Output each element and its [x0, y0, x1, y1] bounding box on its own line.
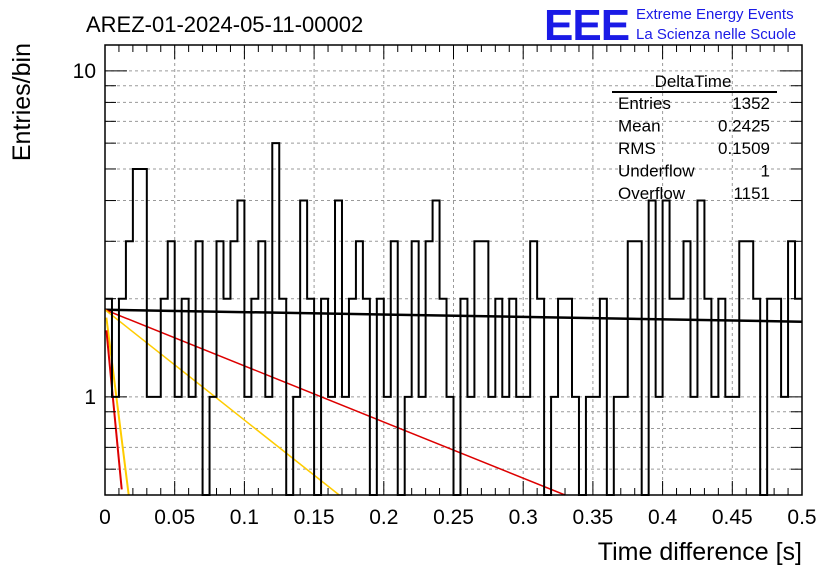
stats-label: RMS	[618, 139, 656, 158]
y-axis-label: Entries/bin	[8, 43, 36, 161]
x-tick-label: 0	[99, 506, 111, 529]
axes	[104, 44, 803, 496]
x-tick-label: 0.1	[230, 506, 259, 529]
project-name: Extreme Energy Events	[636, 6, 794, 23]
stats-value: 1151	[733, 184, 770, 203]
x-axis-label: Time difference [s]	[598, 538, 802, 566]
stats-value: 0.1509	[718, 139, 770, 158]
x-tick-label: 0.2	[369, 506, 398, 529]
x-tick-label: 0.15	[294, 506, 335, 529]
fit-line-1	[104, 308, 803, 323]
x-tick-label: 0.25	[433, 506, 474, 529]
y-tick-label: 1	[84, 386, 96, 409]
stats-label: Entries	[618, 94, 671, 113]
x-tick-label: 0.5	[787, 506, 816, 529]
fit-line-4	[105, 317, 130, 496]
stats-value: 0.2425	[718, 117, 770, 136]
run-title: AREZ-01-2024-05-11-00002	[86, 12, 363, 37]
x-tick-label: 0.3	[509, 506, 538, 529]
eee-logo: EEE	[544, 1, 629, 50]
stats-label: Underflow	[618, 162, 695, 181]
x-tick-label: 0.45	[712, 506, 753, 529]
stats-value: 1	[761, 162, 770, 181]
stats-title: DeltaTime	[655, 72, 732, 91]
fit-line-5	[105, 330, 123, 490]
project-subtitle: La Scienza nelle Scuole	[636, 26, 796, 43]
histogram	[105, 142, 802, 496]
x-tick-label: 0.35	[572, 506, 613, 529]
stats-value: 1352	[732, 94, 770, 113]
x-tick-label: 0.4	[648, 506, 678, 529]
stats-box: DeltaTime Entries 1352 Mean 0.2425 RMS 0.1509…	[612, 72, 777, 203]
histogram-outline	[105, 142, 802, 496]
y-tick-labels: 1 10	[73, 60, 96, 409]
fit-line-3	[104, 309, 340, 496]
x-tick-label: 0.05	[154, 506, 195, 529]
y-tick-label: 10	[73, 60, 96, 83]
x-tick-labels: 0 0.05 0.1 0.15 0.2 0.25 0.3 0.35 0.4 0.45 0.5	[99, 506, 816, 529]
stats-label: Mean	[618, 117, 661, 136]
stats-label: Overflow	[618, 184, 686, 203]
